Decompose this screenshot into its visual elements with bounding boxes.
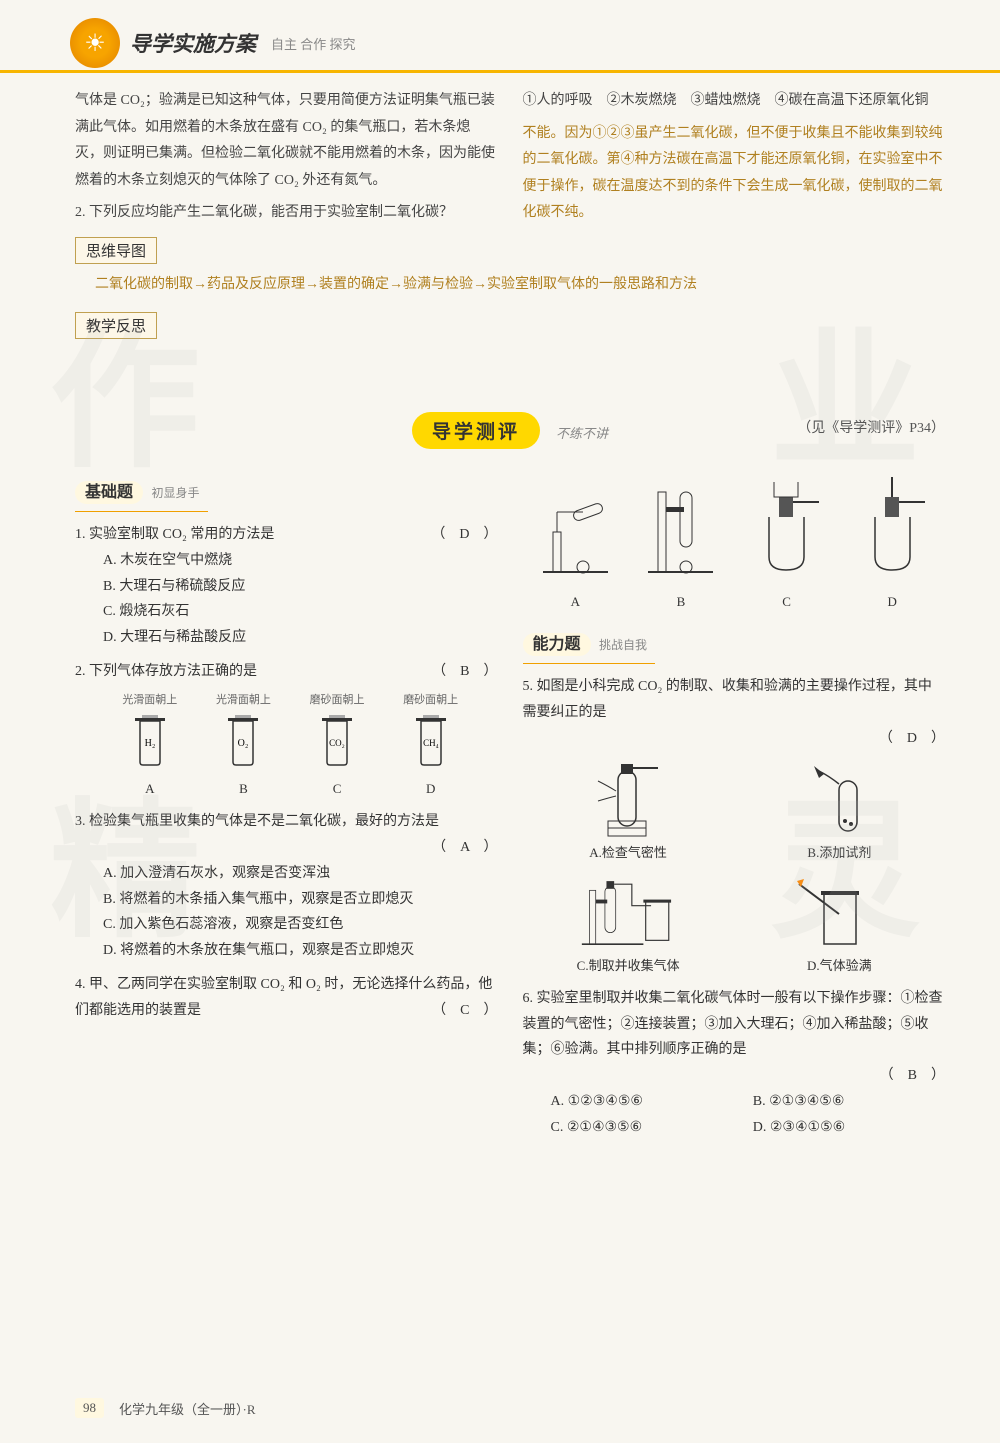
svg-text:CO₂: CO₂ (329, 738, 345, 748)
svg-text:H₂: H₂ (144, 738, 155, 749)
bottle-d-svg: CH₄ (411, 712, 451, 767)
mid-banner: 导学测评 不练不讲 （见《导学测评》P34） (0, 412, 1000, 449)
q4-answer: （ C ） (432, 998, 497, 1024)
mindmap-label: 思维导图 (75, 237, 157, 264)
exam-section: 基础题 初显身手 1. 实验室制取 CO₂ 常用的方法是 （ D ） A. 木炭… (0, 457, 1000, 1149)
q6-opt-d: D. ②③④①⑤⑥ (753, 1115, 945, 1141)
question-2: 2. 下列气体存放方法正确的是 （ B ） 光滑面朝上 H₂ A 光滑面朝上 O… (75, 659, 498, 801)
apparatus-c: C (744, 472, 829, 614)
page-footer: 98 化学九年级（全一册）·R (75, 1398, 256, 1418)
bottle-d: 磨砂面朝上 CH₄ D (403, 690, 458, 801)
q3-text: 3. 检验集气瓶里收集的气体是不是二氧化碳，最好的方法是 (75, 814, 439, 829)
apparatus-d: D (850, 472, 935, 614)
exam-right-col: A B C (523, 467, 946, 1149)
bottle-b-svg: O₂ (223, 712, 263, 767)
question-5: 5. 如图是小科完成 CO₂ 的制取、收集和验满的主要操作过程，其中需要纠正的是… (523, 674, 946, 978)
apparatus-c-svg (744, 472, 829, 582)
exam-left-col: 基础题 初显身手 1. 实验室制取 CO₂ 常用的方法是 （ D ） A. 木炭… (75, 467, 498, 1149)
mid-banner-sub: 不练不讲 (556, 426, 608, 441)
top-left-q2: 2. 下列反应均能产生二氧化碳，能否用于实验室制二氧化碳？ (75, 200, 498, 227)
svg-text:CH₄: CH₄ (423, 738, 439, 748)
mid-banner-title: 导学测评 (412, 412, 540, 449)
top-left-paragraph: 气体是 CO₂；验满是已知这种气体，只要用简便方法证明集气瓶已装满此气体。如用燃… (75, 88, 498, 194)
q6-opts-row2: C. ②①④③⑤⑥ D. ②③④①⑤⑥ (523, 1115, 946, 1141)
q3-opt-a: A. 加入澄清石灰水，观察是否变浑浊 (75, 861, 498, 887)
q5-row2: C.制取并收集气体 D.气体验满 (523, 869, 946, 978)
q1-opt-c: C. 煅烧石灰石 (75, 599, 498, 625)
q5-answer: （ D ） (879, 726, 945, 752)
ability-section-tag: 能力题 挑战自我 (523, 627, 656, 664)
top-right-items: ①人的呼吸 ②木炭燃烧 ③蜡烛燃烧 ④碳在高温下还原氧化铜 (523, 88, 946, 115)
q5-op-d: D.气体验满 (738, 869, 941, 978)
q5-op-a: A.检查气密性 (527, 756, 730, 865)
q6-answer: （ B ） (880, 1063, 945, 1089)
q5-op-b: B.添加试剂 (738, 756, 941, 865)
q3-opt-c: C. 加入紫色石蕊溶液，观察是否变红色 (75, 912, 498, 938)
q6-opt-a: A. ①②③④⑤⑥ (551, 1089, 743, 1115)
apparatus-a-svg (533, 472, 618, 582)
q5-op-c: C.制取并收集气体 (527, 869, 730, 978)
header-icon: ☀ (70, 18, 120, 68)
q1-text: 1. 实验室制取 CO₂ 常用的方法是 (75, 522, 274, 548)
ability-tag-sub: 挑战自我 (599, 638, 647, 652)
top-right-col: ①人的呼吸 ②木炭燃烧 ③蜡烛燃烧 ④碳在高温下还原氧化铜 不能。因为①②③虽产… (523, 88, 946, 227)
header-subtitle: 自主 合作 探究 (271, 34, 356, 53)
q1-opt-d: D. 大理石与稀盐酸反应 (75, 625, 498, 651)
q2-bottles: 光滑面朝上 H₂ A 光滑面朝上 O₂ B 磨砂面朝上 CO₂ C 磨砂面朝上 … (75, 685, 498, 801)
q1-answer: （ D ） (431, 522, 497, 548)
footer-text: 化学九年级（全一册）·R (119, 1399, 256, 1418)
q6-opt-b: B. ②①③④⑤⑥ (753, 1089, 945, 1115)
header-title: 导学实施方案 (130, 28, 256, 58)
q5-row1: A.检查气密性 B.添加试剂 (523, 756, 946, 865)
ability-tag-main: 能力题 (523, 633, 591, 656)
question-4: 4. 甲、乙两同学在实验室制取 CO₂ 和 O₂ 时，无论选择什么药品，他们都能… (75, 972, 498, 1024)
q1-opt-b: B. 大理石与稀硫酸反应 (75, 574, 498, 600)
basic-tag-sub: 初显身手 (152, 486, 200, 500)
q5-c-svg (578, 869, 678, 954)
page-number: 98 (75, 1398, 104, 1418)
q5-b-svg (789, 756, 889, 841)
q4-apparatus-row: A B C (523, 472, 946, 614)
top-content: 气体是 CO₂；验满是已知这种气体，只要用简便方法证明集气瓶已装满此气体。如用燃… (0, 73, 1000, 227)
q6-opt-c: C. ②①④③⑤⑥ (551, 1115, 743, 1141)
q5-a-svg (578, 756, 678, 841)
apparatus-d-svg (850, 472, 935, 582)
q6-text: 6. 实验室里制取并收集二氧化碳气体时一般有以下操作步骤：①检查装置的气密性；②… (523, 991, 943, 1058)
mid-banner-ref: （见《导学测评》P34） (797, 417, 945, 437)
q3-opt-d: D. 将燃着的木条放在集气瓶口，观察是否立即熄灭 (75, 938, 498, 964)
mindmap-flow: 二氧化碳的制取→药品及反应原理→装置的确定→验满与检验→实验室制取气体的一般思路… (0, 272, 1000, 302)
q5-d-svg (789, 869, 889, 954)
apparatus-b-svg (638, 472, 723, 582)
bottle-c: 磨砂面朝上 CO₂ C (310, 690, 365, 801)
q2-answer: （ B ） (432, 659, 497, 685)
question-6: 6. 实验室里制取并收集二氧化碳气体时一般有以下操作步骤：①检查装置的气密性；②… (523, 986, 946, 1141)
page-header: ☀ 导学实施方案 自主 合作 探究 (0, 0, 1000, 73)
q2-text: 2. 下列气体存放方法正确的是 (75, 659, 257, 685)
apparatus-a: A (533, 472, 618, 614)
q3-opt-b: B. 将燃着的木条插入集气瓶中，观察是否立即熄灭 (75, 887, 498, 913)
bottle-a: 光滑面朝上 H₂ A (122, 690, 177, 801)
bottle-c-svg: CO₂ (317, 712, 357, 767)
q3-answer: （ A ） (432, 835, 497, 861)
basic-section-tag: 基础题 初显身手 (75, 475, 208, 512)
question-1: 1. 实验室制取 CO₂ 常用的方法是 （ D ） A. 木炭在空气中燃烧 B.… (75, 522, 498, 651)
basic-tag-main: 基础题 (75, 481, 143, 504)
svg-text:O₂: O₂ (238, 738, 249, 749)
q1-opt-a: A. 木炭在空气中燃烧 (75, 548, 498, 574)
bottle-a-svg: H₂ (130, 712, 170, 767)
reflect-label: 教学反思 (75, 312, 157, 339)
apparatus-b: B (638, 472, 723, 614)
bottle-b: 光滑面朝上 O₂ B (216, 690, 271, 801)
top-left-col: 气体是 CO₂；验满是已知这种气体，只要用简便方法证明集气瓶已装满此气体。如用燃… (75, 88, 498, 227)
q4-text: 4. 甲、乙两同学在实验室制取 CO₂ 和 O₂ 时，无论选择什么药品，他们都能… (75, 977, 492, 1018)
q6-opts-row1: A. ①②③④⑤⑥ B. ②①③④⑤⑥ (523, 1089, 946, 1115)
q5-text: 5. 如图是小科完成 CO₂ 的制取、收集和验满的主要操作过程，其中需要纠正的是 (523, 679, 932, 720)
question-3: 3. 检验集气瓶里收集的气体是不是二氧化碳，最好的方法是 （ A ） A. 加入… (75, 809, 498, 964)
top-right-answer: 不能。因为①②③虽产生二氧化碳，但不便于收集且不能收集到较纯的二氧化碳。第④种方… (523, 121, 946, 227)
